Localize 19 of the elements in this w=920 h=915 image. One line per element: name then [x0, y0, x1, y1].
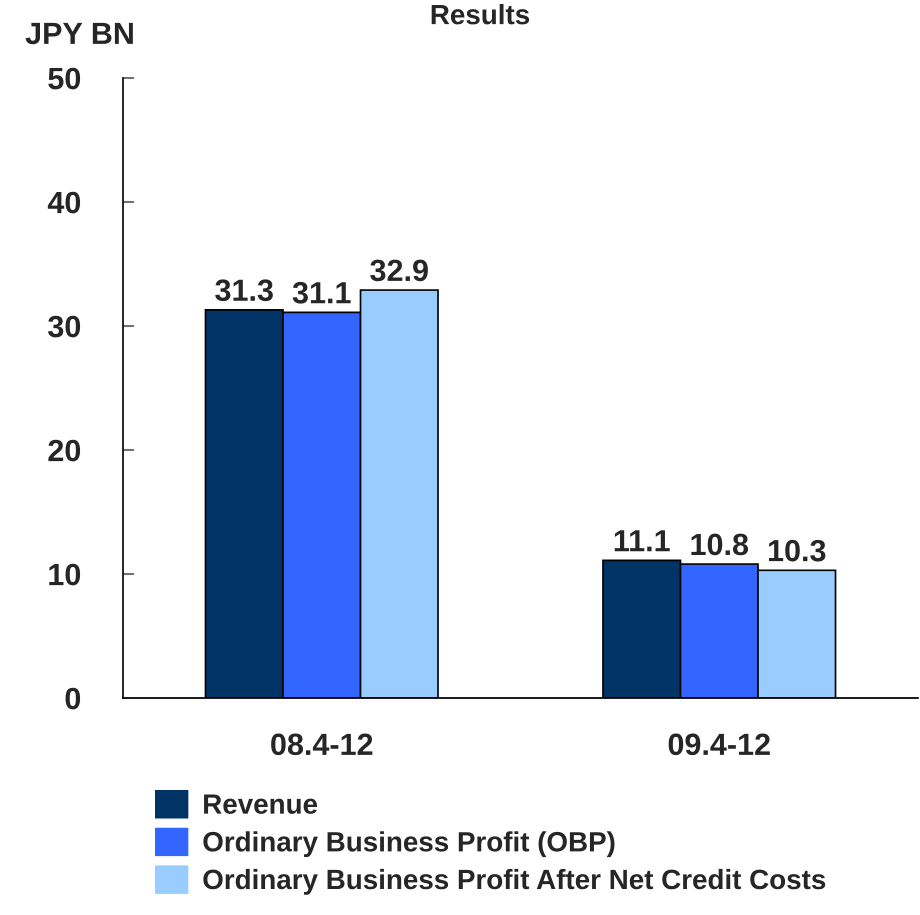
data-label: 10.8 — [691, 534, 748, 556]
data-label: 32.9 — [370, 260, 428, 282]
data-label: 31.3 — [215, 279, 273, 302]
data-label: 10.3 — [768, 540, 826, 562]
y-tick-label: 20 — [48, 440, 80, 462]
y-tick-label: 30 — [48, 316, 80, 338]
y-tick-label: 50 — [48, 68, 80, 90]
y-axis-title: JPY BN — [26, 22, 133, 44]
x-tick-label: 09.4-12 — [668, 734, 770, 756]
y-tick-label: 0 — [66, 688, 80, 710]
data-label: 31.1 — [292, 282, 351, 304]
x-tick-label: 08.4-12 — [271, 734, 372, 756]
legend-label: Ordinary Business Profit After Net Credit Costs — [203, 868, 826, 895]
y-tick-label: 10 — [49, 564, 80, 586]
data-label: 11.1 — [614, 530, 670, 552]
legend-label: Ordinary Business Profit (OBP) — [203, 831, 614, 858]
y-tick-label: 40 — [48, 192, 80, 214]
legend-label: Revenue — [204, 794, 318, 814]
chart-title: Results — [432, 4, 530, 24]
